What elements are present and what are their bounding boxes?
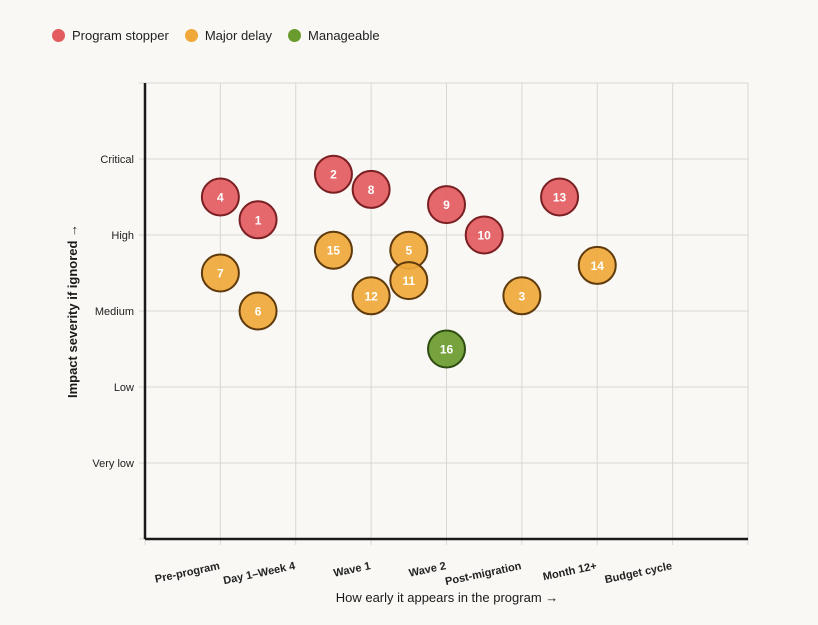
point-label: 16 bbox=[440, 343, 454, 357]
data-point[interactable]: 14 bbox=[577, 245, 617, 285]
point-label: 5 bbox=[405, 244, 412, 258]
point-marker bbox=[540, 177, 580, 217]
data-point[interactable]: 10 bbox=[464, 215, 504, 255]
x-tick-label: Day 1–Week 4 bbox=[222, 560, 297, 587]
point-marker bbox=[464, 215, 504, 255]
x-tick-label: Pre-program bbox=[154, 560, 221, 586]
data-point[interactable]: 8 bbox=[351, 169, 391, 209]
grid bbox=[139, 82, 749, 545]
point-marker bbox=[238, 200, 278, 240]
point-label: 8 bbox=[368, 183, 375, 197]
y-tick-labels: Very low Low Medium High Critical bbox=[92, 154, 134, 470]
point-marker bbox=[200, 253, 240, 293]
data-point[interactable]: 15 bbox=[313, 230, 353, 270]
point-marker bbox=[427, 185, 466, 225]
legend-item-manageable[interactable]: Manageable bbox=[288, 28, 380, 43]
point-label: 3 bbox=[519, 289, 526, 303]
data-point[interactable]: 13 bbox=[540, 177, 580, 217]
x-tick-label: Wave 1 bbox=[333, 560, 372, 580]
point-marker bbox=[427, 329, 466, 369]
data-point[interactable]: 12 bbox=[351, 276, 391, 316]
data-point[interactable]: 6 bbox=[238, 291, 278, 331]
point-label: 14 bbox=[591, 259, 605, 273]
point-label: 12 bbox=[364, 289, 378, 303]
legend-swatch-major-delay bbox=[184, 29, 198, 42]
y-tick-label: Low bbox=[114, 382, 134, 394]
x-tick-label: Budget cycle bbox=[604, 560, 673, 586]
x-tick-label: Wave 2 bbox=[408, 560, 447, 580]
point-marker bbox=[313, 154, 353, 194]
x-tick-label: Month 12+ bbox=[542, 560, 598, 583]
data-point[interactable]: 2 bbox=[313, 154, 353, 194]
legend-swatch-program-stopper bbox=[52, 29, 65, 42]
data-point[interactable]: 9 bbox=[427, 185, 466, 225]
point-label: 1 bbox=[255, 213, 262, 227]
point-marker bbox=[313, 230, 353, 270]
y-tick-label: Very low bbox=[92, 458, 134, 470]
point-label: 2 bbox=[330, 168, 337, 182]
data-point[interactable]: 7 bbox=[200, 253, 240, 293]
data-point[interactable]: 3 bbox=[502, 276, 542, 316]
x-tick-labels: Pre-program Day 1–Week 4 Wave 1 Wave 2Post-… bbox=[154, 560, 673, 588]
legend-item-major-delay[interactable]: Major delay bbox=[184, 28, 273, 43]
data-point[interactable]: 16 bbox=[427, 329, 466, 369]
point-label: 7 bbox=[217, 267, 224, 281]
point-marker bbox=[389, 261, 429, 301]
point-marker bbox=[238, 291, 278, 331]
data-point[interactable]: 4 bbox=[200, 177, 240, 217]
legend-item-program-stopper[interactable]: Program stopper bbox=[52, 28, 169, 43]
point-marker bbox=[502, 276, 542, 316]
x-tick-label: Post-migration bbox=[444, 560, 523, 588]
chart-legend: Program stopper Major delay Manageable bbox=[52, 28, 380, 43]
y-axis-title: Impact severity if ignored → bbox=[65, 224, 80, 398]
data-point[interactable]: 1 bbox=[238, 200, 278, 240]
y-tick-label: Critical bbox=[100, 154, 134, 166]
point-label: 4 bbox=[217, 191, 224, 205]
legend-label: Manageable bbox=[308, 28, 380, 43]
point-label: 6 bbox=[255, 305, 262, 319]
y-tick-label: Medium bbox=[95, 306, 134, 318]
point-label: 15 bbox=[327, 244, 341, 258]
x-axis-title: How early it appears in the program → bbox=[336, 590, 559, 605]
y-tick-label: High bbox=[111, 230, 134, 242]
point-marker bbox=[577, 245, 617, 285]
point-label: 10 bbox=[478, 229, 492, 243]
axes bbox=[143, 83, 748, 541]
point-marker bbox=[351, 169, 391, 209]
point-marker bbox=[351, 276, 391, 316]
point-marker bbox=[200, 177, 240, 217]
legend-label: Major delay bbox=[204, 28, 273, 43]
data-point[interactable]: 11 bbox=[389, 261, 429, 301]
point-label: 13 bbox=[553, 191, 567, 205]
point-label: 9 bbox=[443, 198, 450, 212]
point-label: 11 bbox=[402, 274, 415, 288]
legend-swatch-manageable bbox=[288, 29, 302, 42]
legend-label: Program stopper bbox=[72, 28, 169, 43]
